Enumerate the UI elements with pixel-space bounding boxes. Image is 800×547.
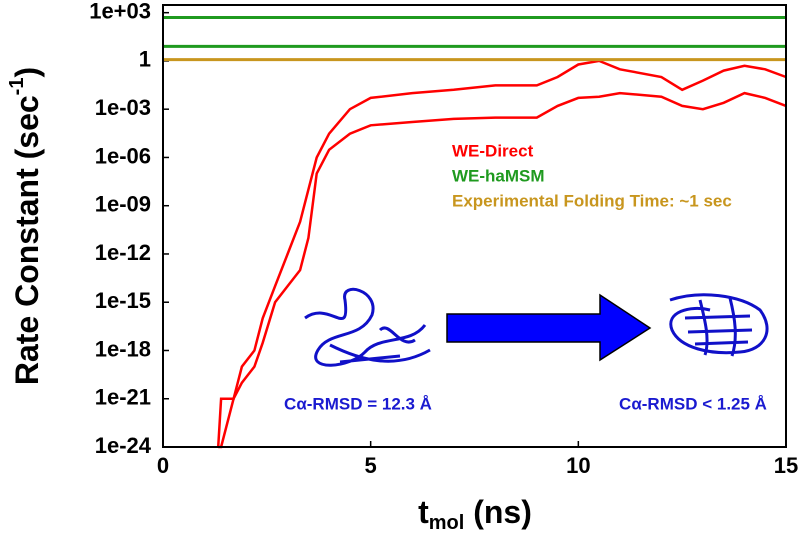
plot-frame — [162, 4, 787, 448]
annotation: Cα-RMSD < 1.25 Å — [619, 394, 767, 413]
data-line — [218, 91, 787, 449]
x-label-sub: mol — [429, 512, 465, 534]
y-tick-label: 1e-18 — [95, 336, 151, 361]
x-tick-label: 0 — [157, 453, 169, 478]
x-tick-label: 10 — [566, 453, 590, 478]
y-tick-label: 1e-21 — [95, 385, 151, 410]
y-tick-label: 1e-15 — [95, 288, 151, 313]
y-tick-label: 1e-03 — [95, 95, 151, 120]
x-label-end: (ns) — [464, 494, 532, 530]
x-label: tmol (ns) — [418, 494, 532, 534]
x-label-text: t — [418, 494, 429, 530]
arrow — [446, 293, 652, 362]
y-tick-label: 1e-09 — [95, 192, 151, 217]
y-tick-label: 1e+03 — [89, 0, 151, 23]
y-label-sup: -1 — [6, 78, 28, 96]
y-tick-label: 1e-12 — [95, 240, 151, 265]
legend-label: WE-Direct — [452, 141, 534, 160]
y-label: Rate Constant (sec-1) — [6, 67, 45, 385]
data-line — [216, 59, 787, 448]
protein-folded — [669, 293, 769, 357]
y-tick-label: 1 — [139, 47, 151, 72]
x-tick-label: 15 — [774, 453, 798, 478]
legend-label: WE-haMSM — [452, 166, 545, 185]
y-label-end: ) — [9, 67, 45, 78]
x-tick-label: 5 — [365, 453, 377, 478]
y-tick-label: 1e-24 — [95, 433, 152, 458]
legend-label: Experimental Folding Time: ~1 sec — [452, 191, 732, 210]
annotation: Cα-RMSD = 12.3 Å — [284, 394, 432, 413]
protein-unfolded — [304, 287, 431, 367]
y-label-text: Rate Constant (sec — [9, 95, 45, 385]
y-tick-label: 1e-06 — [95, 143, 151, 168]
